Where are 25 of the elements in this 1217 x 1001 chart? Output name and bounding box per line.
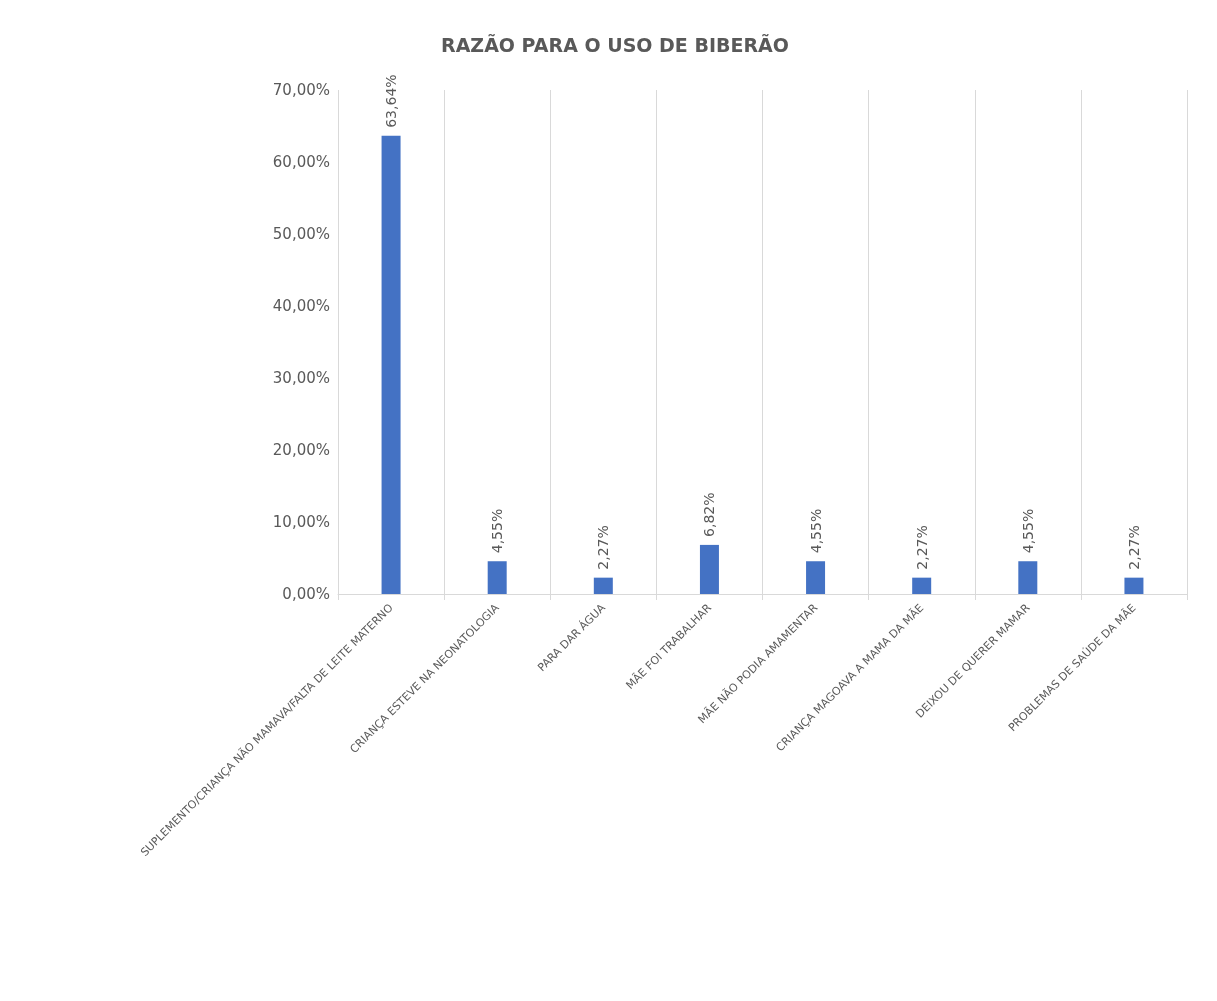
bar: [487, 561, 507, 594]
bar: [1018, 561, 1038, 594]
y-tick-label: 30,00%: [272, 369, 330, 387]
y-tick-label: 60,00%: [272, 153, 330, 171]
data-label: 63,64%: [383, 74, 400, 128]
data-label: 2,27%: [1125, 525, 1142, 570]
y-tick-label: 40,00%: [272, 297, 330, 315]
data-label: 4,55%: [1019, 508, 1036, 554]
bar: [806, 561, 826, 594]
bar: [593, 577, 613, 594]
data-label: 2,27%: [913, 525, 930, 570]
bar: [699, 544, 719, 594]
data-label: 4,55%: [489, 508, 506, 554]
data-label: 2,27%: [595, 525, 612, 570]
data-label: 4,55%: [807, 508, 824, 554]
bar: [912, 577, 932, 594]
chart-title: RAZÃO PARA O USO DE BIBERÃO: [441, 32, 789, 56]
y-tick-label: 70,00%: [272, 81, 330, 99]
y-tick-label: 50,00%: [272, 225, 330, 243]
y-tick-label: 20,00%: [272, 441, 330, 459]
y-tick-label: 0,00%: [282, 585, 330, 603]
y-tick-label: 10,00%: [272, 513, 330, 531]
bar: [381, 135, 401, 594]
bar: [1124, 577, 1144, 594]
data-label: 6,82%: [701, 492, 718, 537]
